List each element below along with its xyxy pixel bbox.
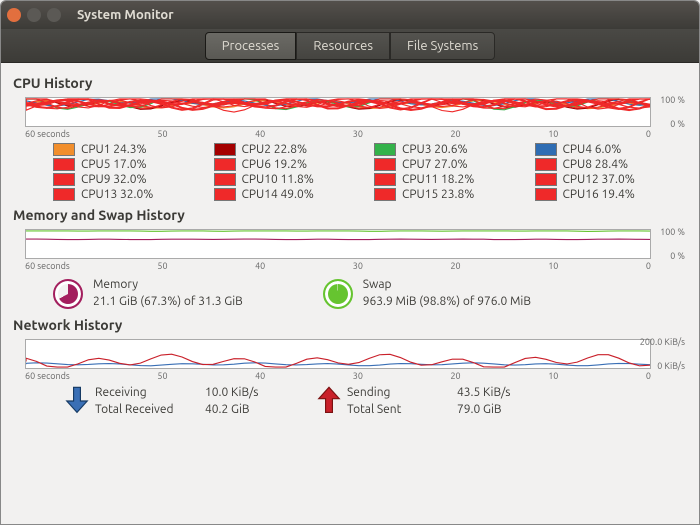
net-ylabel-bot: 0 KiB/s bbox=[657, 361, 685, 371]
cpu-swatch-icon bbox=[374, 188, 396, 201]
swap-detail: 963.9 MiB (98.8%) of 976.0 MiB bbox=[363, 294, 531, 311]
send-total-label: Total Sent bbox=[347, 403, 457, 416]
cpu-legend-label: CPU8 28.4% bbox=[563, 158, 629, 171]
cpu-legend-label: CPU11 18.2% bbox=[402, 173, 474, 186]
minimize-icon[interactable] bbox=[27, 8, 41, 22]
system-monitor-window: System Monitor Processes Resources File … bbox=[0, 0, 700, 525]
cpu-legend-label: CPU4 6.0% bbox=[563, 143, 622, 156]
cpu-xaxis: 60 seconds50403020100 bbox=[25, 129, 651, 139]
memory-legend-row: Memory 21.1 GiB (67.3%) of 31.3 GiB Swap… bbox=[53, 277, 687, 311]
swap-pie-icon bbox=[323, 279, 353, 309]
cpu-legend-item[interactable]: CPU1 24.3% bbox=[53, 143, 206, 156]
cpu-legend-label: CPU2 22.8% bbox=[242, 143, 308, 156]
recv-total: 40.2 GiB bbox=[205, 403, 295, 416]
cpu-legend-item[interactable]: CPU6 19.2% bbox=[214, 158, 367, 171]
maximize-icon[interactable] bbox=[47, 8, 61, 22]
tab-resources[interactable]: Resources bbox=[296, 32, 390, 60]
cpu-history-title: CPU History bbox=[13, 75, 687, 91]
cpu-legend-label: CPU14 49.0% bbox=[242, 188, 314, 201]
mem-history-title: Memory and Swap History bbox=[13, 207, 687, 223]
swap-label: Swap bbox=[363, 277, 531, 294]
cpu-legend-item[interactable]: CPU4 6.0% bbox=[535, 143, 688, 156]
cpu-legend-label: CPU1 24.3% bbox=[81, 143, 147, 156]
send-label: Sending bbox=[347, 386, 457, 399]
cpu-swatch-icon bbox=[374, 173, 396, 186]
net-ylabel-top: 200.0 KiB/s bbox=[640, 337, 685, 347]
cpu-swatch-icon bbox=[214, 158, 236, 171]
memory-detail: 21.1 GiB (67.3%) of 31.3 GiB bbox=[93, 294, 243, 311]
cpu-legend-grid: CPU1 24.3% CPU2 22.8% CPU3 20.6% CPU4 6.0% C… bbox=[53, 143, 687, 201]
net-history-title: Network History bbox=[13, 317, 687, 333]
cpu-legend-label: CPU15 23.8% bbox=[402, 188, 474, 201]
cpu-swatch-icon bbox=[535, 158, 557, 171]
cpu-legend-item[interactable]: CPU7 27.0% bbox=[374, 158, 527, 171]
cpu-legend-item[interactable]: CPU15 23.8% bbox=[374, 188, 527, 201]
cpu-legend-item[interactable]: CPU5 17.0% bbox=[53, 158, 206, 171]
cpu-legend-label: CPU6 19.2% bbox=[242, 158, 308, 171]
cpu-legend-label: CPU12 37.0% bbox=[563, 173, 635, 186]
cpu-swatch-icon bbox=[535, 173, 557, 186]
memory-pie-icon bbox=[53, 279, 83, 309]
swap-text: Swap 963.9 MiB (98.8%) of 976.0 MiB bbox=[363, 277, 531, 311]
cpu-swatch-icon bbox=[214, 188, 236, 201]
tab-bar: Processes Resources File Systems bbox=[1, 29, 699, 63]
cpu-legend-item[interactable]: CPU10 11.8% bbox=[214, 173, 367, 186]
net-send-col: Sending 43.5 KiB/s Total Sent 79.0 GiB bbox=[315, 385, 547, 417]
cpu-legend-item[interactable]: CPU12 37.0% bbox=[535, 173, 688, 186]
cpu-legend-label: CPU3 20.6% bbox=[402, 143, 468, 156]
send-rate: 43.5 KiB/s bbox=[457, 386, 547, 399]
cpu-swatch-icon bbox=[535, 143, 557, 156]
cpu-legend-label: CPU10 11.8% bbox=[242, 173, 314, 186]
recv-total-label: Total Received bbox=[95, 403, 205, 416]
cpu-legend-label: CPU9 32.0% bbox=[81, 173, 147, 186]
cpu-legend-item[interactable]: CPU14 49.0% bbox=[214, 188, 367, 201]
cpu-ylabel-top: 100 % bbox=[660, 95, 685, 105]
cpu-legend-item[interactable]: CPU11 18.2% bbox=[374, 173, 527, 186]
cpu-legend-item[interactable]: CPU9 32.0% bbox=[53, 173, 206, 186]
cpu-swatch-icon bbox=[214, 143, 236, 156]
network-legend-row: Receiving 10.0 KiB/s Total Received 40.2… bbox=[63, 385, 687, 417]
tab-filesystems[interactable]: File Systems bbox=[390, 32, 495, 60]
cpu-legend-item[interactable]: CPU16 19.4% bbox=[535, 188, 688, 201]
cpu-swatch-icon bbox=[53, 188, 75, 201]
memory-label: Memory bbox=[93, 277, 243, 294]
net-recv-col: Receiving 10.0 KiB/s Total Received 40.2… bbox=[63, 385, 295, 417]
cpu-legend-item[interactable]: CPU8 28.4% bbox=[535, 158, 688, 171]
cpu-legend-item[interactable]: CPU13 32.0% bbox=[53, 188, 206, 201]
memory-text: Memory 21.1 GiB (67.3%) of 31.3 GiB bbox=[93, 277, 243, 311]
cpu-swatch-icon bbox=[374, 143, 396, 156]
cpu-chart: 100 % 0 % bbox=[25, 97, 651, 127]
mem-ylabel-top: 100 % bbox=[660, 227, 685, 237]
mem-chart: 100 % 0 % bbox=[25, 229, 651, 259]
mem-xaxis: 60 seconds50403020100 bbox=[25, 261, 651, 271]
cpu-swatch-icon bbox=[53, 143, 75, 156]
recv-label: Receiving bbox=[95, 386, 205, 399]
send-total: 79.0 GiB bbox=[457, 403, 547, 416]
cpu-swatch-icon bbox=[214, 173, 236, 186]
tab-processes[interactable]: Processes bbox=[205, 32, 297, 60]
cpu-swatch-icon bbox=[535, 188, 557, 201]
cpu-legend-item[interactable]: CPU3 20.6% bbox=[374, 143, 527, 156]
content-area: CPU History 100 % 0 % 60 seconds50403020… bbox=[1, 63, 699, 417]
mem-ylabel-bot: 0 % bbox=[670, 251, 685, 261]
close-icon[interactable] bbox=[7, 8, 21, 22]
arrow-up-icon bbox=[315, 385, 343, 417]
titlebar: System Monitor bbox=[1, 1, 699, 29]
cpu-legend-label: CPU5 17.0% bbox=[81, 158, 147, 171]
cpu-ylabel-bot: 0 % bbox=[670, 119, 685, 129]
recv-rate: 10.0 KiB/s bbox=[205, 386, 295, 399]
cpu-swatch-icon bbox=[374, 158, 396, 171]
cpu-swatch-icon bbox=[53, 158, 75, 171]
net-xaxis: 60 seconds50403020100 bbox=[25, 371, 651, 381]
cpu-legend-label: CPU16 19.4% bbox=[563, 188, 635, 201]
cpu-legend-label: CPU7 27.0% bbox=[402, 158, 468, 171]
net-chart: 200.0 KiB/s 0 KiB/s bbox=[25, 339, 651, 369]
cpu-legend-label: CPU13 32.0% bbox=[81, 188, 153, 201]
window-title: System Monitor bbox=[77, 8, 174, 22]
cpu-swatch-icon bbox=[53, 173, 75, 186]
arrow-down-icon bbox=[63, 385, 91, 417]
cpu-legend-item[interactable]: CPU2 22.8% bbox=[214, 143, 367, 156]
